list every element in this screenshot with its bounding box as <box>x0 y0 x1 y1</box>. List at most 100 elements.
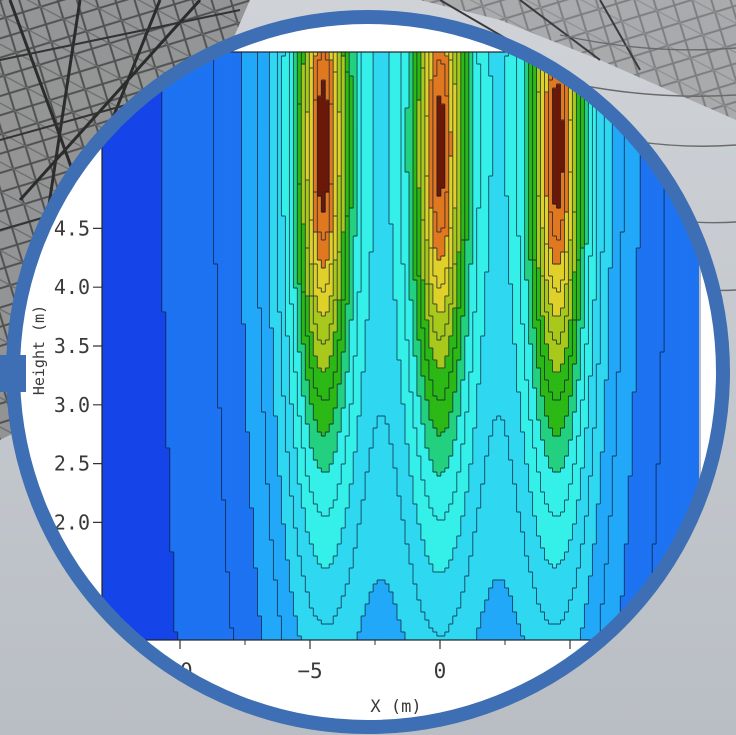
contour-cell <box>632 536 637 541</box>
contour-cell <box>317 600 322 605</box>
contour-cell <box>664 528 669 533</box>
contour-cell <box>202 532 207 537</box>
contour-cell <box>572 616 577 621</box>
contour-cell <box>369 580 374 585</box>
contour-cell <box>604 572 609 577</box>
contour-cell <box>309 564 314 569</box>
contour-cell <box>214 536 219 541</box>
contour-cell <box>421 556 426 561</box>
contour-cell <box>509 584 514 589</box>
contour-cell <box>437 556 442 561</box>
contour-cell <box>321 628 326 633</box>
contour-cell <box>238 592 243 597</box>
contour-cell <box>110 516 115 521</box>
contour-cell <box>210 616 215 621</box>
contour-cell <box>242 504 247 509</box>
contour-cell <box>405 576 410 581</box>
contour-cell <box>425 604 430 609</box>
contour-cell <box>162 540 167 545</box>
contour-cell <box>525 588 530 593</box>
contour-cell <box>238 532 243 537</box>
contour-cell <box>242 604 247 609</box>
contour-cell <box>158 508 163 513</box>
contour-cell <box>461 624 466 629</box>
contour-cell <box>369 524 374 529</box>
contour-cell <box>162 612 167 617</box>
contour-cell <box>238 608 243 613</box>
contour-cell <box>222 608 227 613</box>
contour-cell <box>114 600 119 605</box>
contour-cell <box>552 552 557 557</box>
contour-cell <box>261 620 266 625</box>
contour-cell <box>541 564 546 569</box>
contour-cell <box>317 596 322 601</box>
contour-cell <box>261 584 266 589</box>
contour-cell <box>234 612 239 617</box>
contour-cell <box>325 596 330 601</box>
contour-cell <box>122 536 127 541</box>
contour-cell <box>429 600 434 605</box>
contour-cell <box>238 568 243 573</box>
contour-cell <box>389 616 394 621</box>
contour-cell <box>393 588 398 593</box>
contour-cell <box>162 508 167 513</box>
contour-cell <box>114 544 119 549</box>
contour-cell <box>445 552 450 557</box>
contour-cell <box>549 536 554 541</box>
contour-cell <box>449 564 454 569</box>
contour-cell <box>150 540 155 545</box>
contour-cell <box>636 536 641 541</box>
contour-cell <box>329 632 334 637</box>
contour-cell <box>106 544 111 549</box>
contour-cell <box>441 608 446 613</box>
contour-cell <box>576 612 581 617</box>
contour-cell <box>154 556 159 561</box>
contour-cell <box>198 564 203 569</box>
contour-cell <box>564 628 569 633</box>
contour-cell <box>373 528 378 533</box>
contour-cell <box>604 612 609 617</box>
contour-cell <box>373 600 378 605</box>
contour-cell <box>592 580 597 585</box>
contour-cell <box>489 536 494 541</box>
contour-cell <box>281 600 286 605</box>
contour-cell <box>246 520 251 525</box>
contour-cell <box>242 524 247 529</box>
contour-cell <box>640 568 645 573</box>
contour-cell <box>333 580 338 585</box>
contour-cell <box>234 560 239 565</box>
contour-cell <box>353 608 358 613</box>
contour-cell <box>393 556 398 561</box>
contour-cell <box>198 616 203 621</box>
contour-cell <box>130 592 135 597</box>
contour-cell <box>437 620 442 625</box>
contour-cell <box>552 544 557 549</box>
contour-cell <box>150 512 155 517</box>
contour-cell <box>317 548 322 553</box>
contour-cell <box>636 560 641 565</box>
contour-cell <box>493 564 498 569</box>
contour-cell <box>297 592 302 597</box>
contour-cell <box>230 544 235 549</box>
contour-cell <box>552 632 557 637</box>
contour-cell <box>214 616 219 621</box>
contour-cell <box>289 572 294 577</box>
contour-cell <box>564 516 569 521</box>
contour-cell <box>437 512 442 517</box>
contour-cell <box>234 504 239 509</box>
contour-cell <box>130 608 135 613</box>
contour-cell <box>202 556 207 561</box>
contour-cell <box>529 588 534 593</box>
contour-cell <box>493 596 498 601</box>
contour-cell <box>110 508 115 513</box>
contour-cell <box>130 596 135 601</box>
contour-cell <box>138 576 143 581</box>
contour-cell <box>425 568 430 573</box>
contour-cell <box>413 524 418 529</box>
contour-cell <box>369 548 374 553</box>
contour-cell <box>628 548 633 553</box>
contour-cell <box>509 564 514 569</box>
contour-cell <box>365 564 370 569</box>
contour-cell <box>365 624 370 629</box>
contour-cell <box>568 508 573 513</box>
